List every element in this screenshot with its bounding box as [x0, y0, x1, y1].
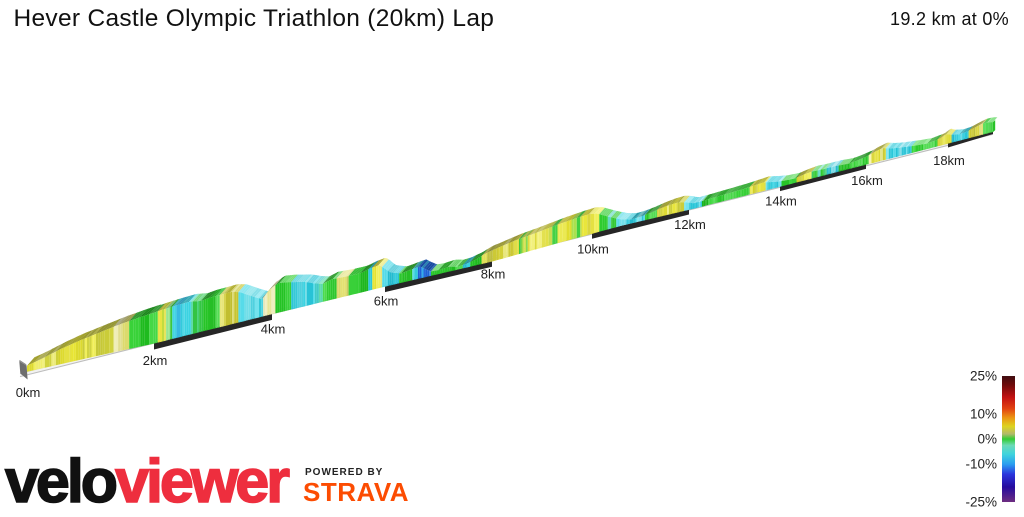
svg-text:veloviewer: veloviewer [5, 447, 289, 512]
svg-text:10km: 10km [577, 242, 609, 257]
svg-text:19.2 km at 0%: 19.2 km at 0% [890, 9, 1009, 29]
svg-text:16km: 16km [851, 173, 883, 188]
svg-text:2km: 2km [143, 353, 168, 368]
svg-text:0km: 0km [16, 385, 41, 400]
svg-text:14km: 14km [765, 194, 797, 209]
svg-text:10%: 10% [970, 406, 997, 421]
svg-text:18km: 18km [933, 153, 965, 168]
svg-text:0%: 0% [977, 432, 997, 447]
svg-text:25%: 25% [970, 369, 997, 384]
svg-text:6km: 6km [374, 293, 399, 308]
svg-text:8km: 8km [481, 266, 506, 281]
svg-text:STRAVA: STRAVA [303, 477, 409, 507]
svg-text:4km: 4km [261, 322, 286, 337]
svg-text:-10%: -10% [965, 457, 997, 472]
svg-text:POWERED BY: POWERED BY [305, 467, 383, 478]
svg-text:-25%: -25% [965, 495, 997, 510]
svg-text:Hever Castle Olympic Triathlon: Hever Castle Olympic Triathlon (20km) La… [14, 5, 495, 32]
svg-text:12km: 12km [674, 217, 706, 232]
